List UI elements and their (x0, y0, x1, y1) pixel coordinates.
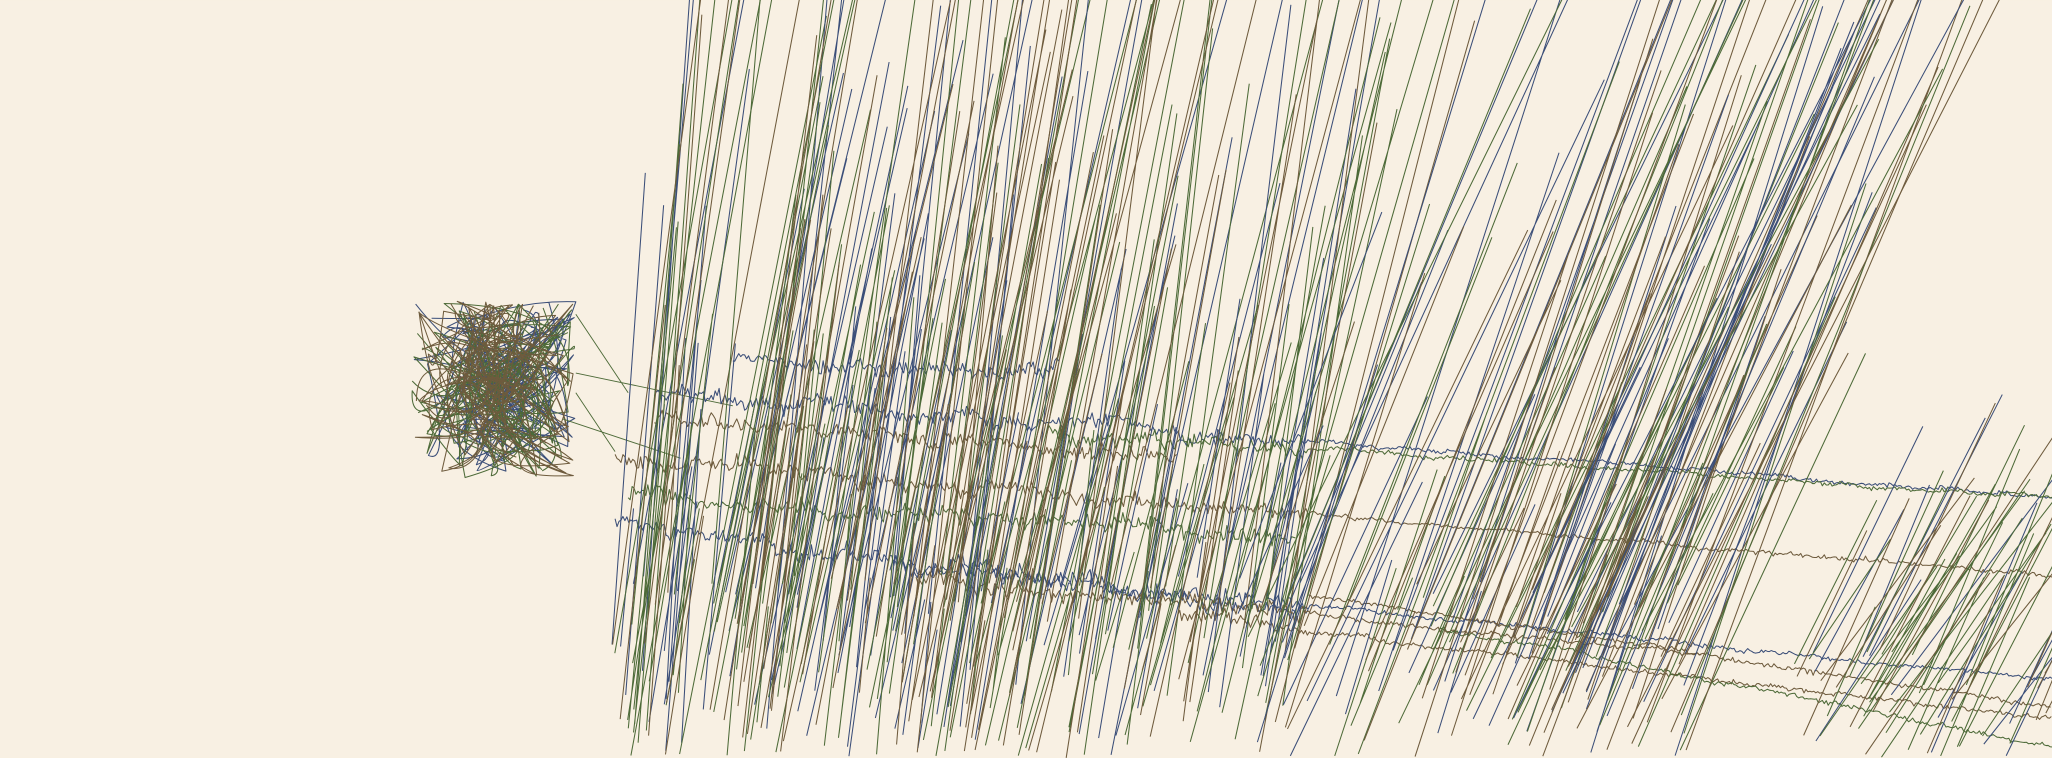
trace (1439, 626, 2052, 748)
stroke (702, 0, 1063, 757)
stroke (612, 0, 800, 755)
stroke (1507, 0, 2000, 746)
connector (562, 313, 733, 459)
stroke (1796, 402, 2052, 755)
stroke (700, 0, 1091, 756)
stroke (614, 0, 827, 756)
tangle (414, 300, 574, 477)
stroke (1513, 0, 1965, 719)
stroke (709, 0, 1078, 753)
stroke (1812, 394, 2052, 756)
trace (1177, 607, 2052, 720)
stroke (971, 0, 1257, 758)
stroke (1247, 0, 1867, 757)
